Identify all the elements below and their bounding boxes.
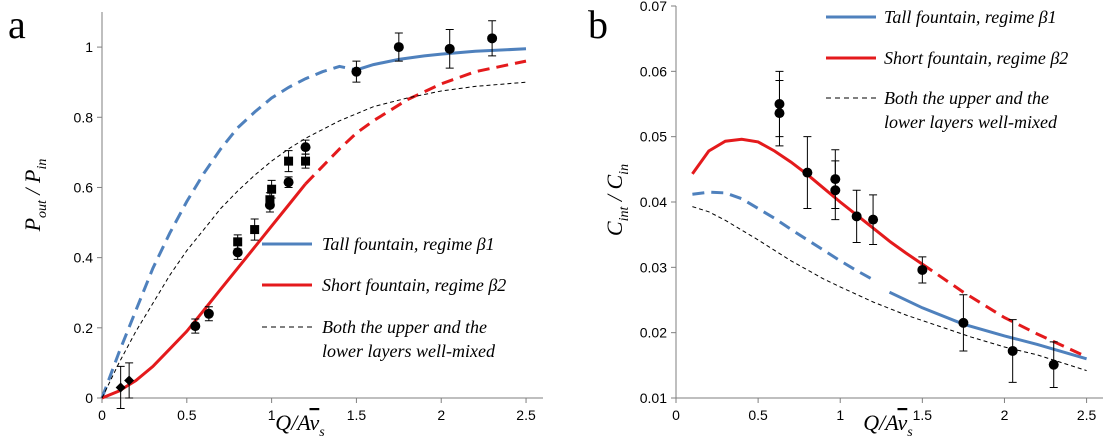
tall-fountain-line-dashed (100, 64, 357, 399)
y-tick-label: 0.4 (74, 250, 94, 266)
short-fountain-line-dashed (304, 59, 527, 185)
tall-fountain-line-dashed (692, 190, 874, 282)
x-tick-label: 2.5 (1077, 407, 1097, 423)
panel-b-ylabel: Cint / Cin (602, 164, 632, 236)
data-point-circle (1007, 345, 1018, 356)
panel-letter-b: b (588, 2, 608, 47)
tall-fountain-line-solid (355, 47, 527, 72)
data-point-circle (283, 177, 294, 188)
x-tick-label: 1.5 (347, 407, 367, 423)
data-point-diamond (124, 375, 135, 386)
legend-a-mixed-label-1: Both the upper and the (322, 317, 487, 337)
data-point-square (250, 225, 260, 235)
y-tick-label: 0.03 (640, 259, 667, 275)
data-point-square (284, 156, 294, 166)
panel-a-points (115, 20, 498, 410)
data-point-circle (351, 66, 362, 77)
tall-fountain-line-solid (888, 290, 1088, 361)
x-tick-label: 0 (672, 407, 680, 423)
panel-letter-a: a (8, 2, 26, 47)
panel-a-axes: 0 0.5 1 1.5 2 2.5 0 0.2 0.4 0.6 0.8 1 (74, 12, 543, 423)
y-tick-label: 0.07 (640, 0, 667, 14)
y-tick-label: 0.05 (640, 129, 667, 145)
data-point-circle (487, 33, 498, 44)
panel-b-points (774, 70, 1059, 389)
short-fountain-line-dashed (921, 262, 1088, 359)
data-point-diamond (115, 382, 126, 393)
y-tick-label: 0.06 (640, 63, 667, 79)
panel-b-xlabel: Q/Avs (863, 410, 913, 440)
x-tick-label: 1.5 (913, 407, 933, 423)
short-fountain-line-solid (101, 182, 307, 400)
y-tick-label: 0 (85, 390, 93, 406)
x-tick-label: 2.5 (516, 407, 536, 423)
x-tick-label: 2 (1001, 407, 1009, 423)
x-tick-label: 1 (836, 407, 844, 423)
legend-a-mixed-label-2: lower layers well-mixed (322, 341, 496, 361)
data-point-circle (444, 43, 455, 54)
data-point-circle (232, 247, 243, 258)
legend-a-tall-label: Tall fountain, regime β1 (322, 234, 495, 254)
data-point-square (267, 184, 277, 194)
data-point-circle (190, 321, 201, 332)
data-point-circle (300, 142, 311, 153)
data-point-circle (203, 308, 214, 319)
x-tick-label: 0.5 (177, 407, 197, 423)
legend-b-mixed-label-2: lower layers well-mixed (884, 112, 1058, 132)
y-tick-label: 0.6 (74, 179, 94, 195)
legend-b-short-label: Short fountain, regime β2 (884, 48, 1068, 68)
y-tick-label: 0.2 (74, 320, 94, 336)
data-point-circle (917, 264, 928, 275)
data-point-square (265, 195, 275, 205)
legend-a-short-label: Short fountain, regime β2 (322, 275, 506, 295)
y-tick-label: 1 (85, 39, 93, 55)
data-point-circle (774, 108, 785, 119)
data-point-circle (802, 167, 813, 178)
x-tick-label: 1 (268, 407, 276, 423)
data-point-circle (851, 211, 862, 222)
data-point-circle (868, 214, 879, 225)
legend-b-mixed-label-1: Both the upper and the (884, 88, 1049, 108)
legend-b-tall-label: Tall fountain, regime β1 (884, 7, 1057, 27)
y-tick-label: 0.02 (640, 325, 667, 341)
well-mixed-line (692, 206, 1087, 372)
well-mixed-line (101, 81, 527, 399)
panel-b-legend: Tall fountain, regime β1 Short fountain,… (826, 7, 1068, 132)
y-tick-label: 0.04 (640, 194, 667, 210)
x-tick-label: 0.5 (748, 407, 768, 423)
panel-a-legend: Tall fountain, regime β1 Short fountain,… (262, 234, 506, 361)
panel-a-xlabel: Q/Avs (275, 410, 325, 440)
data-point-circle (958, 317, 969, 328)
panel-a: a 0 0.5 1 1.5 2 2.500.20.40.60.81 Pout / Pin … (8, 2, 543, 440)
panel-b: b 0 0.5 1 1.5 2 2.5 0.01 0.02 0.03 0.04 0.05 0.06 0.… (588, 0, 1103, 440)
y-tick-label: 0.8 (74, 109, 94, 125)
x-tick-label: 2 (437, 407, 445, 423)
data-point-square (301, 156, 311, 166)
data-point-circle (830, 185, 841, 196)
panel-a-ylabel: Pout / Pin (20, 159, 50, 233)
panel-b-series (691, 137, 1088, 372)
data-point-square (233, 237, 243, 247)
data-point-circle (393, 42, 404, 53)
x-tick-label: 0 (98, 407, 106, 423)
panel-a-series (100, 47, 527, 400)
panel-b-axes: 0 0.5 1 1.5 2 2.5 0.01 0.02 0.03 0.04 0.05 0.06 0.07 (640, 0, 1103, 423)
data-point-circle (1048, 359, 1059, 370)
y-tick-label: 0.01 (640, 390, 667, 406)
